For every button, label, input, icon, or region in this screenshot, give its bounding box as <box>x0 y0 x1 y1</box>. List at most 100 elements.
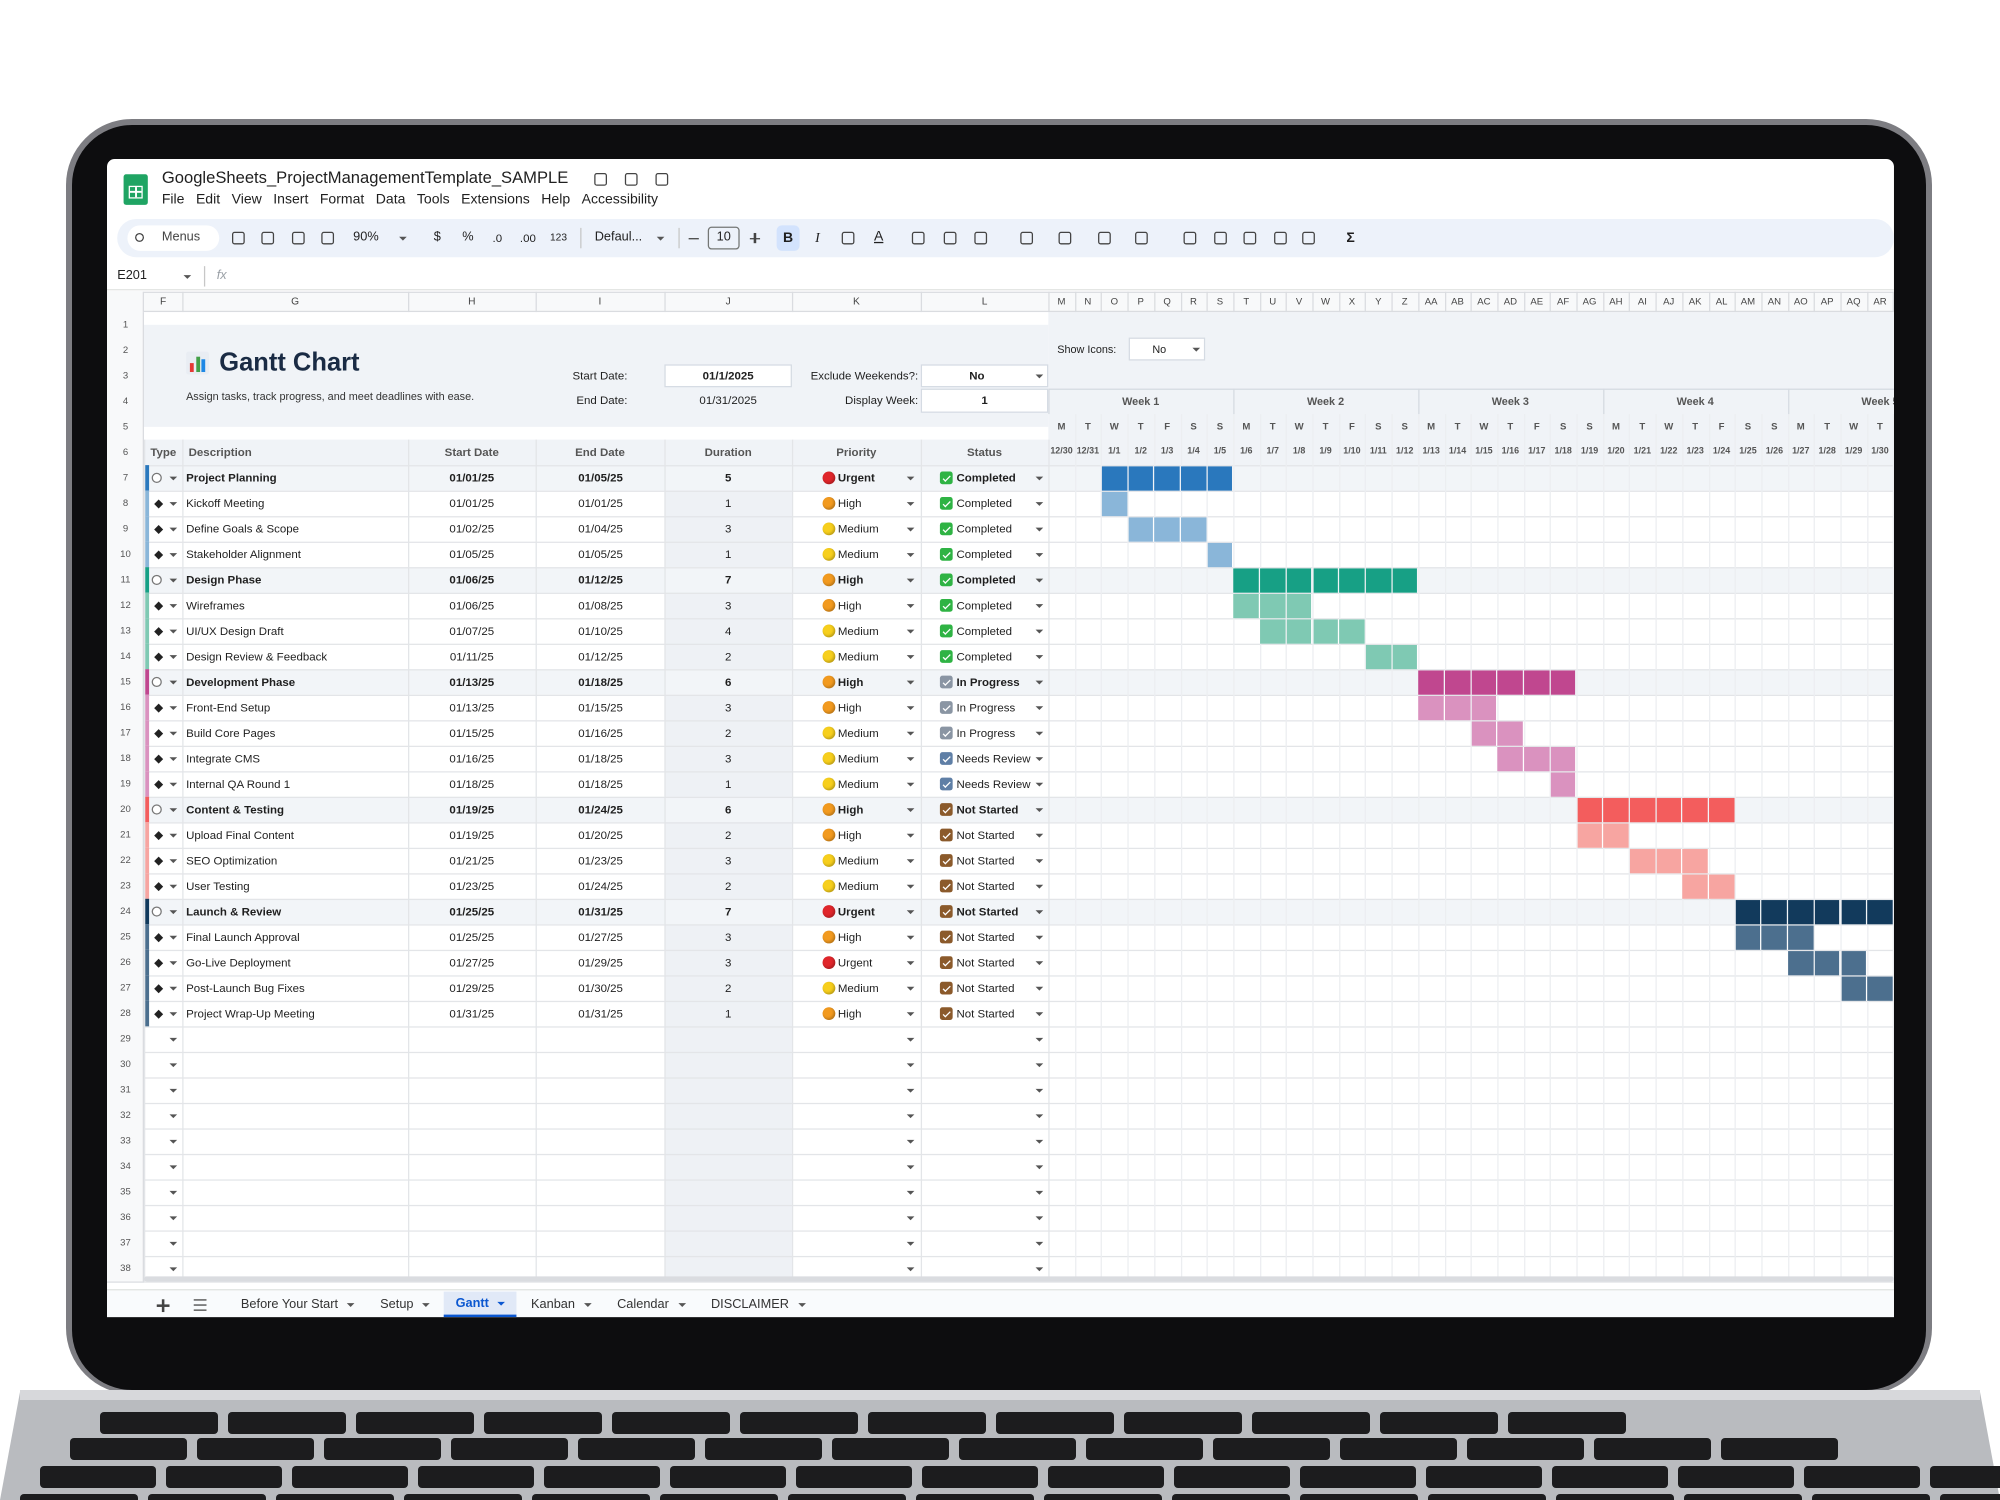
column-header[interactable]: Q <box>1163 295 1171 307</box>
currency[interactable]: $ <box>433 230 441 245</box>
toolbar-icon[interactable] <box>1020 231 1034 245</box>
dropdown-arrow[interactable] <box>1035 935 1044 939</box>
dropdown-arrow[interactable] <box>169 629 178 633</box>
toolbar-icon[interactable] <box>321 231 335 245</box>
dropdown-arrow[interactable] <box>906 475 915 480</box>
dropdown-arrow[interactable] <box>399 236 407 240</box>
row-number[interactable]: 1 <box>122 318 129 330</box>
row-number[interactable]: 38 <box>120 1262 131 1274</box>
dropdown-arrow[interactable] <box>169 1088 178 1093</box>
task-priority[interactable]: Urgent <box>837 956 873 969</box>
column-header[interactable]: AM <box>1740 295 1756 307</box>
menu-item[interactable]: File <box>161 192 185 208</box>
bold[interactable]: B <box>783 230 794 246</box>
task-status[interactable]: Not Started <box>956 879 1015 893</box>
task-priority[interactable]: Medium <box>837 777 879 791</box>
dropdown-arrow[interactable] <box>169 807 178 812</box>
column-header[interactable]: K <box>852 295 860 307</box>
doc-icon[interactable] <box>594 173 607 186</box>
column-header[interactable]: H <box>468 295 476 307</box>
column-header[interactable]: J <box>725 295 731 307</box>
dropdown-arrow[interactable] <box>1035 705 1044 710</box>
dropdown-arrow[interactable] <box>1035 1113 1044 1118</box>
dropdown-arrow[interactable] <box>169 1215 178 1220</box>
dropdown-arrow[interactable] <box>169 986 178 990</box>
task-priority[interactable]: High <box>837 573 864 587</box>
row-number[interactable]: 15 <box>120 675 131 688</box>
row-number[interactable]: 17 <box>120 726 131 739</box>
dropdown-arrow[interactable] <box>1035 1164 1044 1169</box>
sheet-tab[interactable]: DISCLAIMER <box>699 1292 817 1318</box>
task-priority[interactable]: High <box>837 828 862 842</box>
task-priority[interactable]: High <box>837 599 862 612</box>
task-status[interactable]: Completed <box>956 650 1013 663</box>
dropdown-arrow[interactable] <box>656 236 665 240</box>
column-header[interactable]: Z <box>1401 295 1408 307</box>
dropdown-arrow[interactable] <box>169 960 178 965</box>
task-priority[interactable]: Medium <box>837 981 879 995</box>
dropdown-arrow[interactable] <box>1035 578 1044 582</box>
task-priority[interactable]: Medium <box>837 879 879 893</box>
toolbar-icon[interactable] <box>1058 231 1072 245</box>
row-number[interactable]: 4 <box>122 394 129 407</box>
dropdown-arrow[interactable] <box>1035 986 1044 990</box>
dropdown-arrow[interactable] <box>169 1062 178 1067</box>
dropdown-arrow[interactable] <box>1035 680 1044 684</box>
column-header[interactable]: M <box>1057 295 1066 307</box>
row-number[interactable]: 16 <box>120 701 131 713</box>
column-header[interactable]: AI <box>1637 295 1647 307</box>
row-number[interactable]: 18 <box>120 752 131 764</box>
row-number[interactable]: 25 <box>120 930 131 943</box>
task-priority[interactable]: Medium <box>837 726 879 740</box>
task-status[interactable]: Needs Review <box>956 752 1031 765</box>
column-header[interactable]: V <box>1295 295 1303 307</box>
dropdown-arrow[interactable] <box>169 552 178 557</box>
dropdown-arrow[interactable] <box>906 833 915 837</box>
dropdown-arrow[interactable] <box>906 654 915 659</box>
dropdown-arrow[interactable] <box>906 756 915 761</box>
row-number[interactable]: 24 <box>120 905 131 917</box>
task-status[interactable]: Not Started <box>956 981 1015 995</box>
zoom[interactable]: 90% <box>353 230 379 245</box>
dropdown-arrow[interactable] <box>169 884 178 888</box>
menu-item[interactable]: Format <box>319 192 365 208</box>
dropdown-arrow[interactable] <box>169 731 178 735</box>
task-status[interactable]: Not Started <box>956 803 1019 816</box>
dropdown-arrow[interactable] <box>906 807 915 812</box>
row-number[interactable]: 28 <box>120 1007 131 1019</box>
dropdown-arrow[interactable] <box>1035 1037 1044 1042</box>
column-header[interactable]: AE <box>1530 295 1544 307</box>
dropdown-arrow[interactable] <box>169 680 178 684</box>
dropdown-arrow[interactable] <box>169 578 178 582</box>
menu-item[interactable]: Tools <box>416 192 450 208</box>
row-number[interactable]: 27 <box>120 981 131 994</box>
doc-icon[interactable] <box>655 173 669 186</box>
row-number[interactable]: 7 <box>122 471 129 483</box>
column-header[interactable]: AP <box>1820 295 1834 307</box>
task-priority[interactable]: High <box>837 701 862 714</box>
row-number[interactable]: 33 <box>120 1134 131 1147</box>
font-size[interactable]: 10 <box>716 230 731 245</box>
menu-item[interactable]: Insert <box>273 192 309 208</box>
dropdown-arrow[interactable] <box>1035 373 1044 378</box>
dropdown-arrow[interactable] <box>906 1215 915 1220</box>
row-number[interactable]: 14 <box>120 650 131 662</box>
row-number[interactable]: 21 <box>120 828 131 841</box>
dropdown-arrow[interactable] <box>906 526 915 531</box>
row-number[interactable]: 31 <box>120 1083 131 1096</box>
toolbar-icon[interactable] <box>291 231 305 245</box>
dropdown-arrow[interactable] <box>1035 960 1044 965</box>
dropdown-arrow[interactable] <box>169 935 178 939</box>
row-number[interactable]: 9 <box>122 522 129 534</box>
dropdown-arrow[interactable] <box>906 782 915 786</box>
column-header[interactable]: AA <box>1424 295 1438 307</box>
column-header[interactable]: P <box>1137 295 1144 307</box>
dropdown-arrow[interactable] <box>906 629 915 633</box>
dropdown-arrow[interactable] <box>169 1241 178 1246</box>
display-week-box[interactable] <box>920 388 1049 413</box>
task-priority[interactable]: Medium <box>837 752 879 765</box>
dropdown-arrow[interactable] <box>906 1011 915 1016</box>
row-number[interactable]: 35 <box>120 1185 131 1198</box>
task-priority[interactable]: Medium <box>837 854 879 867</box>
dropdown-arrow[interactable] <box>1035 603 1044 608</box>
